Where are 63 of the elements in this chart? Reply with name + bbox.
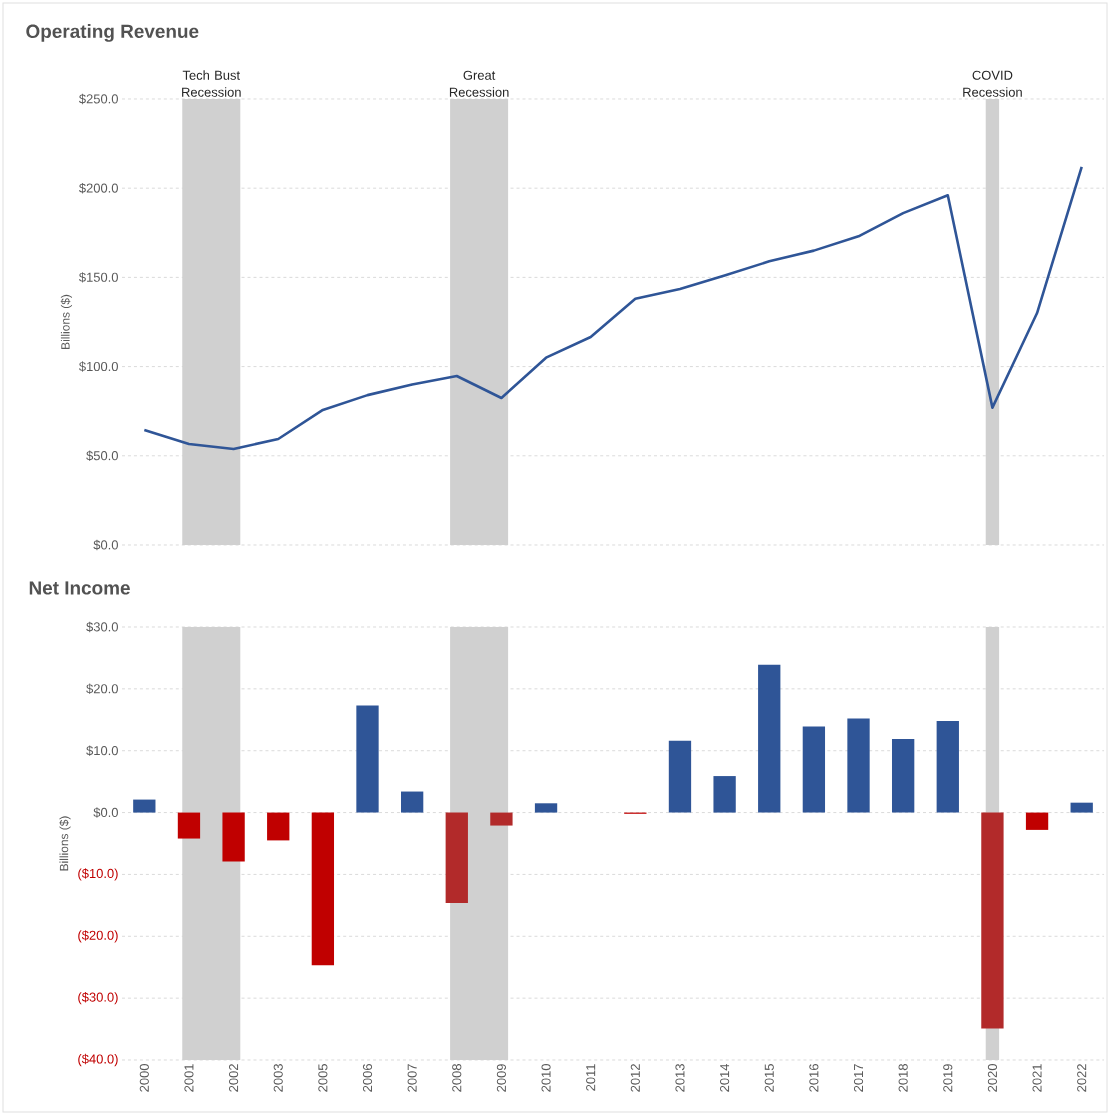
bar [445, 812, 468, 903]
x-tick-label: 2001 [184, 1064, 194, 1092]
bar [1025, 812, 1049, 830]
y-tick-label: ($20.0) [78, 930, 118, 943]
band-label: COVID Recession [963, 70, 1022, 97]
x-tick-label: 2016 [809, 1064, 819, 1092]
x-tick-label: 2017 [853, 1064, 864, 1092]
x-tick-label: 2008 [452, 1064, 462, 1092]
y-tick-label: $250.0 [79, 93, 118, 105]
line-series [143, 165, 1083, 451]
bar [534, 803, 558, 813]
chart-title: Operating Revenue [26, 24, 199, 42]
y-tick-label: $50.0 [86, 450, 118, 462]
bar [891, 738, 915, 813]
chart-title: Net Income [29, 581, 130, 595]
x-tick-label: 2009 [496, 1064, 506, 1092]
x-tick-label: 2021 [1032, 1064, 1042, 1092]
y-tick-label: ($40.0) [78, 1053, 118, 1067]
x-tick-label: 2019 [943, 1064, 953, 1092]
x-tick-label: 2000 [139, 1064, 149, 1092]
y-tick-label: $30.0 [86, 621, 118, 633]
x-tick-label: 2005 [318, 1064, 328, 1092]
x-tick-label: 2003 [273, 1064, 283, 1092]
bar [267, 812, 290, 841]
bar [936, 721, 959, 813]
y-tick-label: $10.0 [86, 745, 118, 756]
bar [177, 812, 201, 839]
bar [802, 726, 826, 813]
band-label: Tech Bust Recession [182, 70, 241, 97]
bar [356, 705, 379, 813]
y-tick-label: $200.0 [79, 182, 118, 194]
x-tick-label: 2007 [407, 1064, 417, 1092]
bar [222, 812, 245, 862]
x-tick-label: 2002 [229, 1064, 239, 1092]
x-tick-label: 2022 [1077, 1064, 1087, 1092]
bar [713, 776, 736, 813]
bar [311, 812, 335, 966]
y-tick-label: ($30.0) [78, 992, 118, 1005]
x-tick-label: 2010 [541, 1064, 551, 1092]
bar [400, 791, 424, 813]
y-tick-label: $0.0 [93, 807, 118, 818]
x-tick-label: 2013 [675, 1064, 685, 1092]
bar [668, 740, 692, 813]
y-tick-label: $100.0 [79, 361, 118, 372]
y-tick-label: $20.0 [86, 683, 118, 695]
y-tick-label: ($10.0) [78, 868, 118, 881]
y-axis-title: Billions ($) [59, 816, 71, 871]
x-tick-label: 2018 [898, 1064, 908, 1092]
x-tick-label: 2014 [720, 1063, 730, 1092]
x-tick-label: 2015 [764, 1064, 774, 1092]
x-tick-label: 2020 [987, 1064, 998, 1092]
x-tick-label: 2006 [362, 1064, 373, 1092]
x-tick-label: 2012 [630, 1064, 640, 1092]
bar [758, 664, 781, 813]
bar [1070, 802, 1093, 813]
bar [490, 812, 513, 826]
x-tick-label: 2011 [586, 1064, 596, 1091]
y-tick-label: $150.0 [79, 272, 118, 283]
y-tick-label: $0.0 [93, 539, 118, 551]
bar [847, 718, 870, 813]
band-label: Great Recession [449, 70, 509, 97]
y-axis-title: Billions ($) [60, 294, 73, 349]
bar [133, 799, 156, 813]
